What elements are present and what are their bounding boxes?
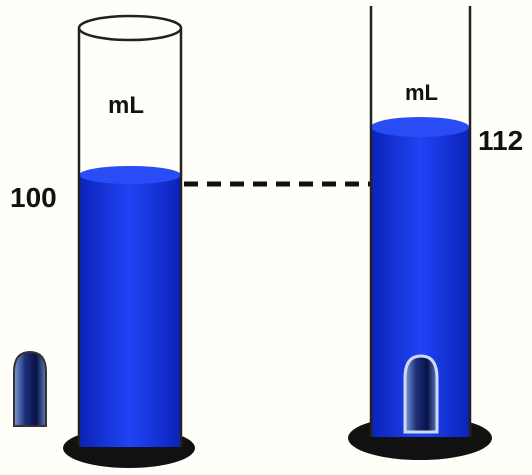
- left-cylinder-water-surface: [79, 166, 181, 184]
- right-cylinder: mL: [348, 6, 492, 460]
- loose-object: [13, 350, 47, 427]
- left-cylinder-unit: mL: [108, 92, 144, 119]
- left-cylinder-water: [79, 175, 181, 447]
- right-cylinder-unit: mL: [405, 80, 438, 105]
- left-cylinder-rim: [77, 14, 183, 42]
- left-cylinder: mL: [63, 14, 195, 468]
- submerged-object: [403, 354, 439, 434]
- right-reading: 112: [478, 125, 523, 156]
- bullet-object-icon: [13, 350, 47, 427]
- left-reading: 100: [10, 182, 57, 213]
- right-cylinder-water-surface: [371, 117, 469, 137]
